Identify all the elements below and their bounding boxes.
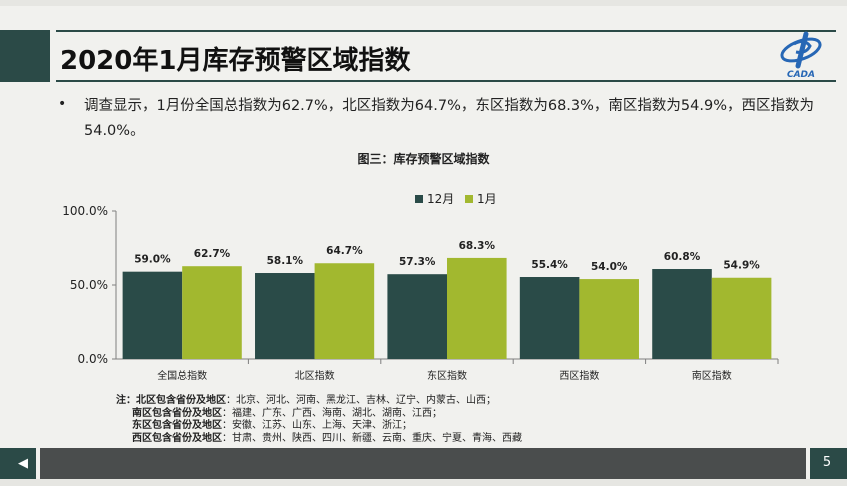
bar [387, 274, 447, 359]
x-tick-label: 全国总指数 [157, 369, 207, 382]
y-tick-label: 0.0% [78, 352, 109, 366]
bar [519, 277, 580, 359]
bar [182, 266, 242, 359]
y-tick-label: 50.0% [70, 278, 108, 292]
bottom-strip [0, 479, 847, 486]
top-strip [0, 0, 847, 6]
cada-logo-icon: CADA [780, 31, 822, 80]
x-tick-label: 西区指数 [559, 369, 599, 382]
title-bottom-rule [56, 80, 836, 82]
bullet-dot: • [58, 96, 67, 112]
footer-separator [36, 448, 40, 479]
x-tick-label: 南区指数 [692, 369, 732, 382]
legend-label: 12月 [427, 192, 454, 206]
footnote-value: ：安徽、江苏、山东、上海、天津、浙江； [222, 420, 412, 431]
previous-slide-button[interactable]: ◀ [18, 456, 28, 471]
bar [255, 273, 315, 359]
data-label: 55.4% [531, 259, 568, 271]
footnote-line: 西区包含省份及地区：甘肃、贵州、陕西、四川、新疆、云南、重庆、宁夏、青海、西藏 [116, 433, 522, 446]
data-label: 68.3% [459, 240, 496, 252]
logo-text: CADA [787, 70, 815, 80]
bar [579, 279, 639, 359]
legend-swatch [465, 195, 473, 203]
bar [711, 277, 772, 359]
footnote-key: 东区包含省份及地区 [132, 420, 222, 431]
chart-title: 图三：库存预警区域指数 [357, 152, 490, 166]
footnote-key: 北区包含省份及地区 [136, 395, 226, 406]
footer-middle [40, 448, 806, 479]
title-top-rule [56, 30, 836, 32]
page-number: 5 [822, 455, 832, 470]
data-label: 57.3% [399, 256, 436, 268]
footnote: 注：北区包含省份及地区：北京、河北、河南、黑龙江、吉林、辽宁、内蒙古、山西； 南… [116, 395, 522, 445]
footnote-line: 注：北区包含省份及地区：北京、河北、河南、黑龙江、吉林、辽宁、内蒙古、山西； [116, 395, 522, 408]
legend-label: 1月 [477, 192, 497, 206]
data-label: 60.8% [664, 251, 701, 263]
data-label: 58.1% [267, 255, 304, 267]
summary-text: 调查显示，1月份全国总指数为62.7%，北区指数为64.7%，东区指数为68.3… [84, 98, 814, 139]
bar [122, 271, 183, 359]
page-title: 2020年1月库存预警区域指数 [60, 46, 411, 76]
footnote-line: 东区包含省份及地区：安徽、江苏、山东、上海、天津、浙江； [116, 420, 522, 433]
footnote-line: 南区包含省份及地区：福建、广东、广西、海南、湖北、湖南、江西； [116, 408, 522, 421]
data-label: 54.0% [591, 261, 628, 273]
title-accent-gap [50, 30, 56, 82]
footnote-prefix: 注： [116, 395, 136, 406]
bar [314, 263, 375, 359]
y-tick-label: 100.0% [62, 204, 108, 218]
footnote-value: ：甘肃、贵州、陕西、四川、新疆、云南、重庆、宁夏、青海、西藏 [222, 432, 522, 444]
footnote-value: ：福建、广东、广西、海南、湖北、湖南、江西； [222, 407, 442, 419]
legend-swatch [415, 195, 423, 203]
bar [652, 269, 712, 359]
data-label: 59.0% [134, 254, 171, 266]
footnote-key: 西区包含省份及地区 [132, 432, 222, 444]
data-label: 64.7% [326, 245, 363, 257]
title-accent-block [0, 30, 50, 82]
data-label: 54.9% [723, 260, 760, 272]
footnote-key: 南区包含省份及地区 [132, 407, 222, 419]
bar [447, 257, 507, 359]
x-tick-label: 北区指数 [295, 369, 335, 382]
x-tick-label: 东区指数 [427, 369, 467, 382]
footnote-value: ：北京、河北、河南、黑龙江、吉林、辽宁、内蒙古、山西； [226, 395, 496, 406]
footer-separator [806, 448, 810, 479]
data-label: 62.7% [194, 248, 231, 260]
